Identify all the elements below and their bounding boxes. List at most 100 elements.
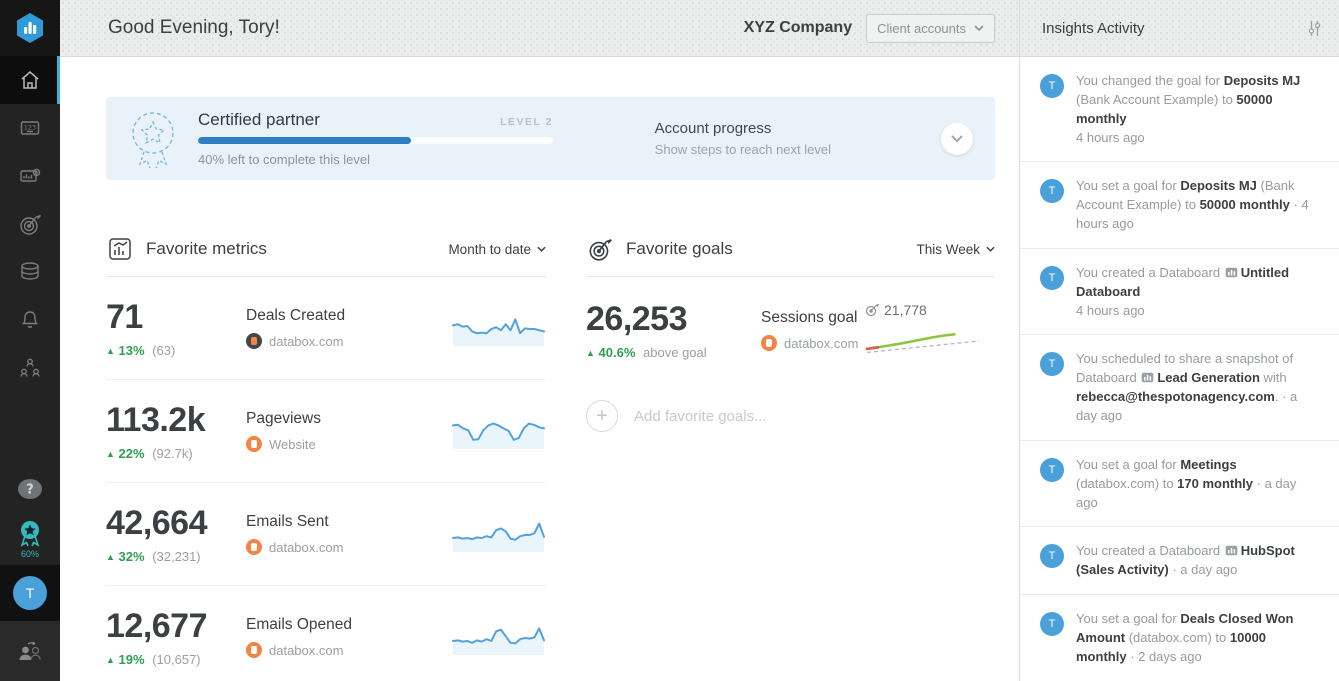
activity-item[interactable]: T You created a Databoard Untitled Databo… [1020,249,1339,336]
add-favorite-goal-button[interactable]: + Add favorite goals... [586,386,995,446]
metric-source: databox.com [269,333,344,349]
metric-value: 113.2k [106,401,206,439]
data-source-icon [246,333,262,349]
user-avatar: T [1040,179,1064,204]
activity-timestamp: · 2 days ago [1126,648,1202,664]
sidebar-item-scorecards[interactable]: 123 [0,104,60,152]
databoard-icon [1142,372,1154,383]
favorite-goals-icon [589,239,612,261]
activity-text: You created a Databoard HubSpot (Sales A… [1076,543,1295,578]
sidebar-user-avatar[interactable]: T [0,565,60,621]
sidebar-item-goals[interactable] [0,200,60,248]
svg-text:?: ? [26,483,34,498]
favorite-goals-section: Favorite goals This Week 26,253 ▲ 40.6% … [586,232,995,681]
account-progress-title: Account progress [654,120,772,137]
activity-text: You created a Databoard Untitled Databoa… [1076,264,1319,321]
goals-range-dropdown[interactable]: This Week [916,242,995,257]
data-source-icon [761,335,777,351]
activity-text: You changed the goal for Deposits MJ (Ba… [1076,72,1319,147]
metric-value: 42,664 [106,504,208,542]
user-avatar: T [1040,544,1064,569]
partner-badge-icon [132,111,174,168]
main-content: Certified partner LEVEL 2 40% left to co… [60,57,1019,681]
metric-name: Emails Opened [246,616,352,633]
activity-item[interactable]: T You set a goal for Deals Closed Won Amo… [1020,595,1339,681]
chevron-down-icon [986,246,995,252]
goal-row[interactable]: 26,253 ▲ 40.6% above goal Sessions goal … [586,277,995,386]
metrics-range-dropdown[interactable]: Month to date [448,242,546,257]
sidebar-progress-badge[interactable]: 60% [0,513,60,565]
trend-up-icon: ▲ [106,655,115,665]
activity-item[interactable]: T You set a goal for Deposits MJ (Bank Ac… [1020,162,1339,249]
sidebar-item-alerts[interactable] [0,296,60,344]
level-badge: LEVEL 2 [500,116,553,128]
metric-source: databox.com [269,642,344,658]
activity-list: T You changed the goal for Deposits MJ (B… [1020,57,1339,681]
activity-timestamp: · 4 hours ago [1076,197,1309,232]
metric-delta: 13% [118,343,145,358]
trend-up-icon: ▲ [106,346,115,356]
sidebar-item-home[interactable] [0,56,60,104]
trend-up-icon: ▲ [586,348,595,358]
data-source-icon [246,539,262,555]
databox-logo[interactable] [0,0,60,56]
favorite-goals-title: Favorite goals [626,239,733,258]
metric-sparkline-chart [451,618,546,656]
metric-value: 12,677 [106,607,208,645]
favorite-metrics-section: Favorite metrics Month to date 71 ▲ 13% … [106,232,546,681]
activity-text: You scheduled to share a snapshot of Dat… [1076,351,1298,423]
metric-list: 71 ▲ 13% (63) Deals Created databox.com … [106,277,546,681]
sidebar: 123 [0,0,60,681]
goal-name: Sessions goal [761,309,858,326]
sidebar-item-help[interactable]: ? [0,465,60,513]
activity-item[interactable]: T You created a Databoard HubSpot (Sales … [1020,527,1339,596]
badge-percent-label: 60% [20,549,39,559]
goal-target-icon [865,303,879,317]
expand-account-progress-button[interactable] [941,122,973,155]
client-accounts-label: Client accounts [877,20,966,36]
activity-item[interactable]: T You set a goal for Meetings (databox.co… [1020,441,1339,528]
help-icon: ? [18,479,42,499]
metric-sparkline-chart [451,515,546,553]
databox-logo-icon [17,13,43,43]
activity-text: You set a goal for Deposits MJ (Bank Acc… [1076,178,1309,232]
sidebar-item-account-users[interactable] [0,344,60,392]
metric-delta: 22% [118,446,145,461]
metric-previous-value: (63) [152,343,176,358]
metric-row[interactable]: 12,677 ▲ 19% (10,657) Emails Opened data… [106,586,546,681]
chevron-down-icon [974,25,984,31]
sidebar-item-data-sources[interactable] [0,248,60,296]
trend-up-icon: ▲ [106,552,115,562]
metric-value: 71 [106,298,143,336]
metric-row[interactable]: 71 ▲ 13% (63) Deals Created databox.com [106,277,546,380]
activity-item[interactable]: T You scheduled to share a snapshot of Da… [1020,335,1339,441]
user-avatar: T [1040,265,1064,290]
metric-delta: 32% [118,549,145,564]
metric-name: Deals Created [246,307,346,324]
svg-text:123: 123 [24,124,36,132]
sidebar-spacer [0,392,60,465]
metric-row[interactable]: 113.2k ▲ 22% (92.7k) Pageviews Website [106,380,546,483]
goals-icon [20,214,42,235]
activity-timestamp: · a day ago [1168,562,1238,578]
metric-sparkline-chart [451,309,546,347]
activity-timestamp: · a day ago [1076,389,1298,423]
goal-delta: 40.6% [598,345,636,360]
progress-note: 40% left to complete this level [198,152,370,167]
sidebar-item-switch-account[interactable] [0,621,60,681]
activity-item[interactable]: T You changed the goal for Deposits MJ (B… [1020,57,1339,163]
main-area: Good Evening, Tory! XYZ Company Client a… [60,0,1020,681]
activity-filter-button[interactable] [1306,20,1323,37]
activity-text: You set a goal for Meetings (databox.com… [1076,456,1297,510]
sidebar-item-databoards[interactable] [0,152,60,200]
metric-row[interactable]: 42,664 ▲ 32% (32,231) Emails Sent databo… [106,483,546,586]
favorite-metrics-icon [109,238,131,260]
metric-previous-value: (92.7k) [152,446,193,461]
divider [106,276,546,277]
avatar: T [13,576,47,610]
client-accounts-dropdown[interactable]: Client accounts [866,13,995,43]
banner-title: Certified partner [198,110,320,129]
chevron-down-icon [951,135,963,142]
goal-value: 26,253 [586,300,688,338]
